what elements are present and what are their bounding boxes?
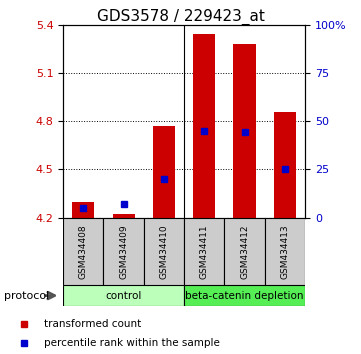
Bar — [184, 218, 225, 285]
Text: GSM434411: GSM434411 — [200, 224, 209, 279]
Bar — [104, 218, 144, 285]
Bar — [225, 218, 265, 285]
Bar — [63, 218, 104, 285]
Text: GSM434409: GSM434409 — [119, 224, 128, 279]
Text: GSM434410: GSM434410 — [160, 224, 169, 279]
Text: protocol: protocol — [4, 291, 49, 301]
Text: GDS3578 / 229423_at: GDS3578 / 229423_at — [96, 9, 265, 25]
Bar — [265, 218, 305, 285]
Bar — [193, 34, 216, 218]
Text: GSM434412: GSM434412 — [240, 224, 249, 279]
Bar — [113, 215, 135, 218]
Text: percentile rank within the sample: percentile rank within the sample — [44, 338, 220, 348]
Bar — [72, 202, 95, 218]
Text: control: control — [105, 291, 142, 301]
Bar — [274, 112, 296, 218]
Text: GSM434408: GSM434408 — [79, 224, 88, 279]
Text: transformed count: transformed count — [44, 319, 142, 329]
Bar — [184, 285, 305, 306]
Bar — [234, 44, 256, 218]
Text: beta-catenin depletion: beta-catenin depletion — [185, 291, 304, 301]
Bar — [144, 218, 184, 285]
Text: GSM434413: GSM434413 — [280, 224, 290, 279]
Bar — [63, 285, 184, 306]
Bar — [153, 126, 175, 218]
